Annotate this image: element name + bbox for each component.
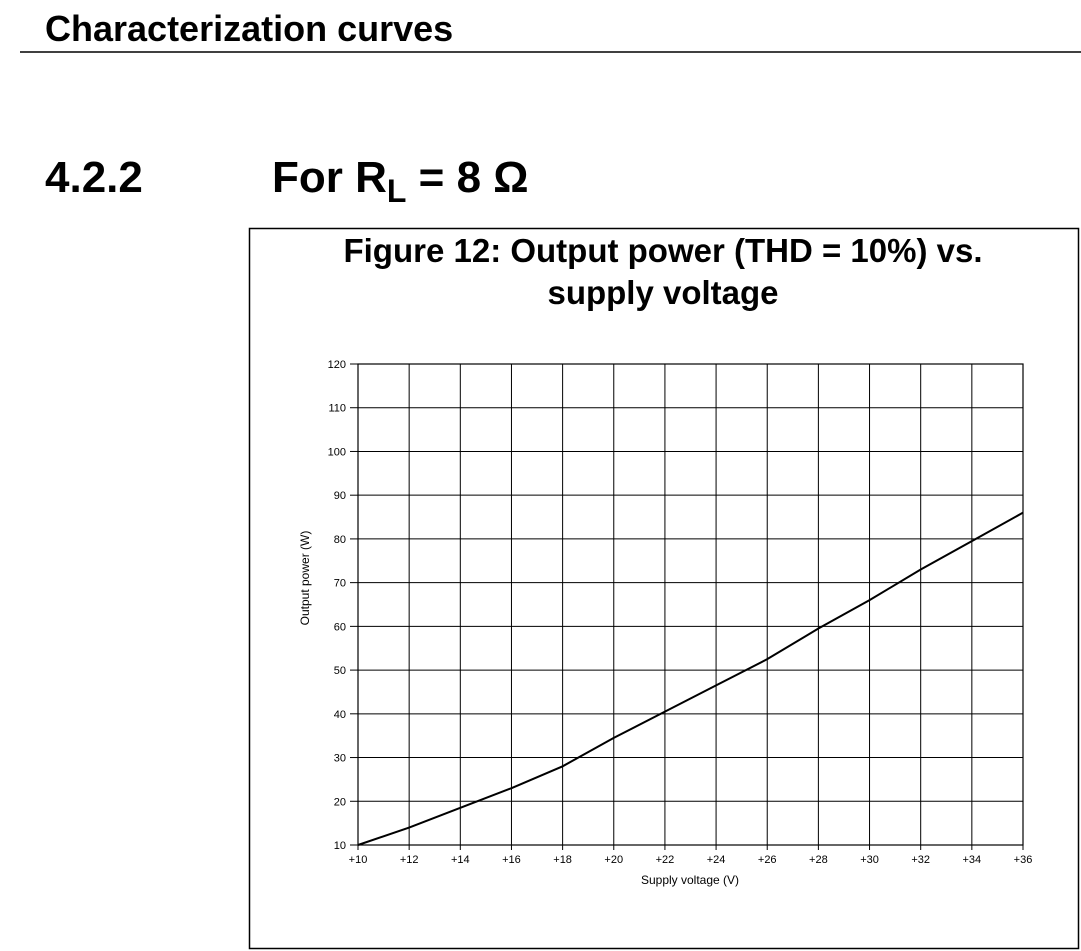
figure-title: Figure 12: Output power (THD = 10%) vs. (343, 232, 982, 269)
section-title: For RL = 8 Ω (272, 153, 529, 209)
x-tick-label: +18 (553, 854, 572, 866)
x-tick-label: +16 (502, 854, 521, 866)
y-tick-label: 120 (328, 359, 346, 371)
y-tick-label: 30 (334, 753, 346, 765)
x-tick-label: +20 (604, 854, 623, 866)
x-axis-label: Supply voltage (V) (641, 873, 739, 887)
y-tick-label: 20 (334, 796, 346, 808)
section-text: For R (272, 153, 387, 202)
section-text: = 8 Ω (406, 153, 528, 202)
x-tick-label: +12 (400, 854, 419, 866)
x-tick-label: +24 (707, 854, 726, 866)
plot: 10 20 30 40 50 60 70 80 90 100 110 120 +10 +12 +14 +16 +… (328, 359, 1033, 866)
y-tick-label: 60 (334, 621, 346, 633)
y-tick-label: 10 (334, 840, 346, 852)
x-tick-label: +14 (451, 854, 470, 866)
x-tick-label: +30 (860, 854, 879, 866)
x-tick-label: +34 (963, 854, 982, 866)
figure-frame (248, 227, 1080, 950)
y-tick-label: 40 (334, 709, 346, 721)
y-tick-label: 110 (328, 403, 346, 415)
x-tick-label: +32 (911, 854, 930, 866)
figure-title: supply voltage (547, 274, 778, 311)
y-tick-label: 90 (334, 490, 346, 502)
x-tick-label: +22 (656, 854, 675, 866)
y-tick-label: 80 (334, 534, 346, 546)
section-subscript: L (387, 173, 407, 209)
x-tick-label: +26 (758, 854, 777, 866)
plot-frame (357, 363, 1024, 846)
y-axis-label: Output power (W) (298, 531, 312, 626)
x-tick-label: +36 (1014, 854, 1033, 866)
y-tick-label: 50 (334, 665, 346, 677)
header-title: Characterization curves (45, 8, 453, 49)
section-number: 4.2.2 (45, 153, 143, 202)
y-tick-label: 70 (334, 578, 346, 590)
y-tick-label: 100 (328, 446, 346, 458)
x-tick-label: +10 (349, 854, 368, 866)
x-tick-label: +28 (809, 854, 828, 866)
data-line (357, 511, 1024, 846)
